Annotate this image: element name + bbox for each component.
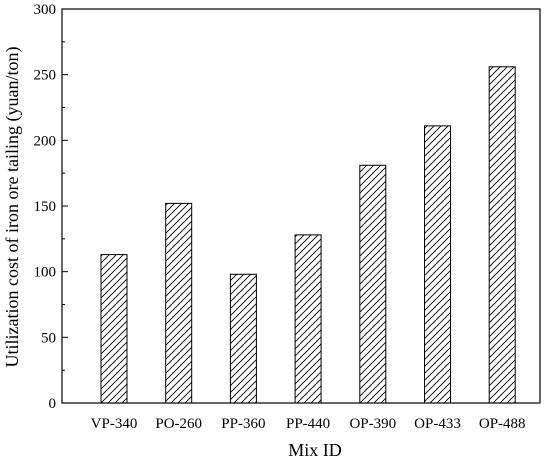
y-tick-label: 200 xyxy=(34,133,57,149)
x-axis-title: Mix ID xyxy=(288,440,342,459)
ticks-layer: VP-340 PO-260 PP-360 PP-440 OP-390 OP-433 OP-4… xyxy=(34,2,526,432)
x-tick-label: PP-440 xyxy=(286,416,330,432)
axes-layer xyxy=(61,8,541,404)
x-tick-label: PP-360 xyxy=(221,416,265,432)
y-axis-title: Utilization cost of iron ore tailing (yu… xyxy=(2,47,23,368)
bar-po-260 xyxy=(165,202,193,404)
bar-op-433 xyxy=(424,125,451,404)
bar-op-488 xyxy=(488,66,516,404)
y-tick-label: 150 xyxy=(34,199,57,215)
x-tick-label: PO-260 xyxy=(155,416,202,432)
y-tick-label: 50 xyxy=(41,330,56,346)
bars-layer xyxy=(100,66,516,404)
bar-pp-360 xyxy=(229,273,257,404)
y-tick-label: 300 xyxy=(34,2,57,18)
x-tick-label: OP-433 xyxy=(414,416,461,432)
bar-vp-340 xyxy=(100,254,128,404)
x-tick-label: OP-488 xyxy=(479,416,526,432)
bar-pp-440 xyxy=(294,234,322,404)
x-tick-label: OP-390 xyxy=(349,416,396,432)
y-tick-label: 250 xyxy=(34,68,57,84)
x-tick-label: VP-340 xyxy=(91,416,138,432)
y-tick-label: 0 xyxy=(49,396,57,412)
bar-op-390 xyxy=(359,164,387,404)
y-tick-label: 100 xyxy=(34,265,57,281)
